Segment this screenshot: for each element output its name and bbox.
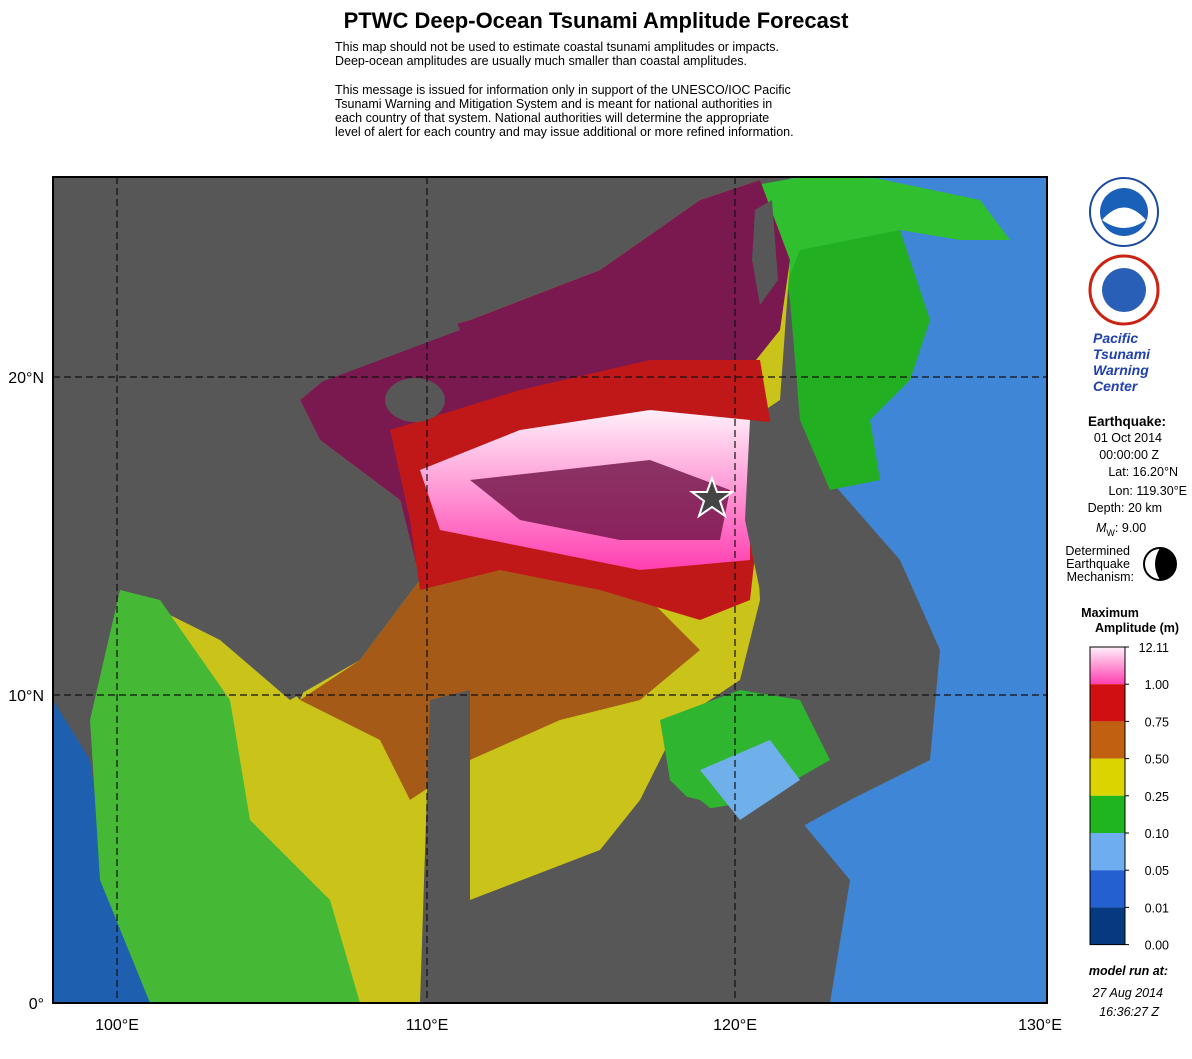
eq-magnitude: MW: 9.00 xyxy=(1096,521,1146,538)
lat-label: 10°N xyxy=(8,688,44,705)
center-name: Tsunami xyxy=(1093,346,1151,362)
colorbar-segment xyxy=(1090,833,1125,871)
eq-lon: Lon: 119.30°E xyxy=(1109,484,1187,498)
axis-labels: 100°E 110°E 120°E 130°E 0° 10°N 20°N xyxy=(8,370,1062,1034)
colorbar-label: 0.05 xyxy=(1145,864,1169,878)
colorbar-label: 0.10 xyxy=(1145,827,1169,841)
eq-date: 01 Oct 2014 xyxy=(1094,431,1162,445)
notice-line: Tsunami Warning and Mitigation System an… xyxy=(335,97,772,111)
notice-line: level of alert for each country and may … xyxy=(335,125,794,139)
colorbar-segment xyxy=(1090,907,1125,945)
model-run: 16:36:27 Z xyxy=(1099,1005,1159,1019)
legend-title: Maximum xyxy=(1081,606,1139,620)
colorbar-segment xyxy=(1090,795,1125,833)
mechanism-line: Determined xyxy=(1065,544,1130,558)
lat-label: 20°N xyxy=(8,370,44,387)
colorbar-segment xyxy=(1090,721,1125,759)
eq-lat: Lat: 16.20°N xyxy=(1108,465,1178,479)
center-name: Warning xyxy=(1093,362,1149,378)
lon-label: 130°E xyxy=(1018,1017,1062,1034)
disclaimer-line: This map should not be used to estimate … xyxy=(335,40,779,54)
map-frame xyxy=(52,176,1048,1004)
lon-label: 100°E xyxy=(95,1017,139,1034)
title: PTWC Deep-Ocean Tsunami Amplitude Foreca… xyxy=(344,8,850,33)
colorbar: 12.11 1.00 0.75 0.50 0.25 0.10 0.05 0.01 0.00 xyxy=(1089,641,1169,953)
disclaimer-line: Deep-ocean amplitudes are usually much s… xyxy=(335,54,747,68)
eq-heading: Earthquake: xyxy=(1088,414,1166,429)
lat-label: 0° xyxy=(29,996,44,1013)
notice-line: each country of that system. National au… xyxy=(335,111,769,125)
mag-sub: W xyxy=(1106,528,1115,538)
colorbar-label: 0.01 xyxy=(1145,901,1169,915)
sidebar: Pacific Tsunami Warning Center Earthquak… xyxy=(1065,177,1187,1019)
disclaimer: This map should not be used to estimate … xyxy=(335,40,794,139)
colorbar-segment xyxy=(1090,684,1125,722)
map xyxy=(53,177,1047,1003)
mag-value: : 9.00 xyxy=(1115,521,1146,535)
mag-symbol: M xyxy=(1096,521,1107,535)
lon-label: 110°E xyxy=(406,1017,449,1034)
colorbar-label: 1.00 xyxy=(1145,678,1169,692)
eq-time: 00:00:00 Z xyxy=(1099,448,1159,462)
colorbar-segment xyxy=(1090,870,1125,908)
colorbar-segment xyxy=(1090,647,1125,685)
colorbar-label: 12.11 xyxy=(1139,641,1169,655)
colorbar-segment xyxy=(1090,758,1125,796)
eq-depth: Depth: 20 km xyxy=(1088,501,1162,515)
legend-title: Amplitude (m) xyxy=(1095,621,1179,635)
model-run: 27 Aug 2014 xyxy=(1092,986,1163,1000)
colorbar-label: 0.25 xyxy=(1145,790,1169,804)
colorbar-label: 0.00 xyxy=(1145,939,1169,953)
model-run: model run at: xyxy=(1089,964,1168,978)
center-name: Pacific xyxy=(1093,330,1138,346)
colorbar-label: 0.75 xyxy=(1145,715,1169,729)
center-name: Center xyxy=(1093,378,1139,394)
mechanism-line: Earthquake xyxy=(1066,557,1130,571)
mechanism-line: Mechanism: xyxy=(1067,570,1134,584)
lon-label: 120°E xyxy=(713,1017,757,1034)
colorbar-label: 0.50 xyxy=(1145,753,1169,767)
notice-line: This message is issued for information o… xyxy=(335,83,791,97)
